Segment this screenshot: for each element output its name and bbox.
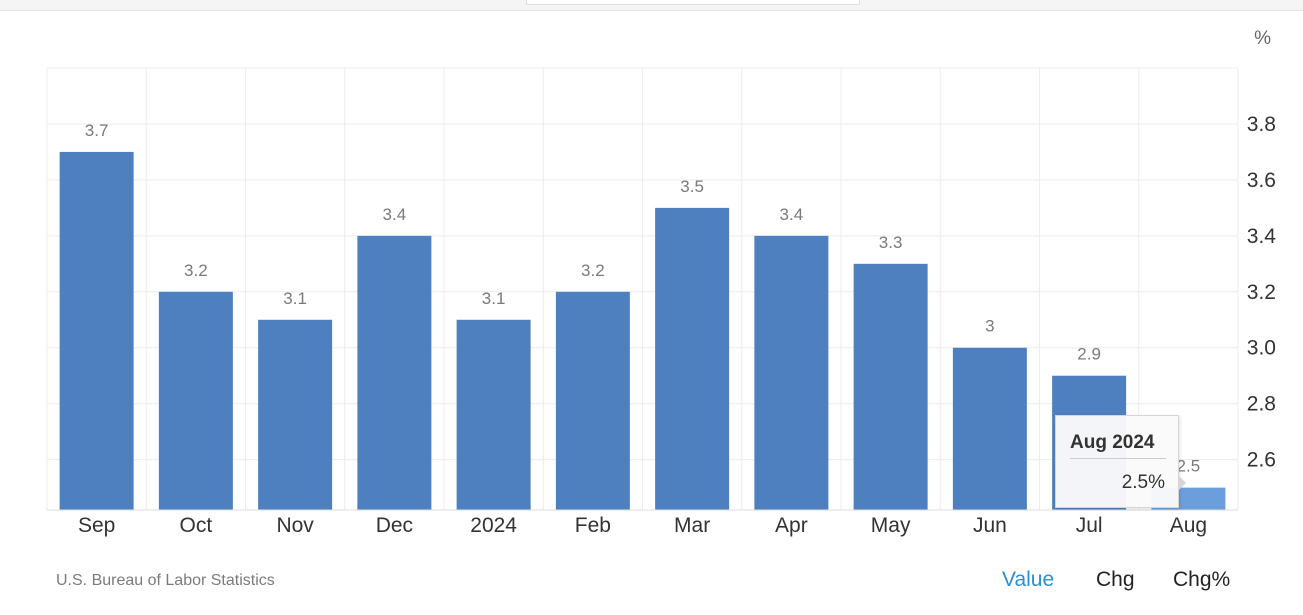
y-tick-label: 2.8 <box>1247 393 1276 416</box>
tooltip-pointer <box>1178 475 1186 491</box>
bar-value-label: 3.4 <box>780 205 804 224</box>
x-tick-label: Aug <box>1170 514 1207 537</box>
bar-value-label: 3.1 <box>482 289 506 308</box>
search-input[interactable] <box>526 0 860 5</box>
x-tick-label: Jul <box>1076 514 1103 537</box>
bar <box>555 291 630 510</box>
x-tick-label: May <box>871 514 911 537</box>
value-toggle[interactable]: Value <box>1002 568 1055 591</box>
bar-value-label: 2.9 <box>1077 345 1101 364</box>
bar <box>853 263 928 510</box>
bar-chart: 2.6 2.8 3.0 3.2 3.4 3.6 3.8% 3.7 Sep 3.2 Oct 3.1 Nov… <box>46 28 1277 537</box>
x-tick-label: Oct <box>180 514 213 537</box>
x-tick-label: Sep <box>78 514 115 537</box>
x-tick-label: Nov <box>276 514 314 537</box>
y-axis-unit: % <box>1254 28 1271 49</box>
bar-value-label: 3 <box>985 317 994 336</box>
bar-value-label: 3.2 <box>581 261 605 280</box>
bar <box>357 235 432 511</box>
bar-value-label: 3.1 <box>283 289 307 308</box>
tooltip-title: Aug 2024 <box>1070 432 1166 459</box>
x-tick-label: Dec <box>376 514 413 537</box>
bar-value-label: 3.4 <box>383 205 407 224</box>
bar <box>952 347 1027 510</box>
chart-tooltip: Aug 2024 2.5% <box>1055 415 1179 508</box>
bar <box>258 319 333 510</box>
y-tick-label: 3.4 <box>1247 225 1277 248</box>
source-label: U.S. Bureau of Labor Statistics <box>56 572 275 589</box>
y-tick-label: 2.6 <box>1247 449 1276 472</box>
chg-percent-toggle[interactable]: Chg% <box>1173 568 1231 591</box>
x-tick-label: Mar <box>674 514 710 537</box>
top-toolbar <box>0 0 1303 11</box>
x-tick-label: Jun <box>973 514 1007 537</box>
tooltip-value: 2.5% <box>1121 472 1165 493</box>
bar-value-label: 3.2 <box>184 261 208 280</box>
x-tick-label: Apr <box>775 514 808 537</box>
bar-value-label: 3.3 <box>879 233 903 252</box>
bar <box>754 235 829 511</box>
bar <box>655 207 730 510</box>
y-tick-label: 3.0 <box>1247 337 1276 360</box>
bar <box>158 291 233 510</box>
bar <box>456 319 531 510</box>
x-tick-label: Feb <box>575 514 611 537</box>
bar <box>59 151 134 510</box>
y-tick-label: 3.8 <box>1247 113 1276 136</box>
bar-value-label: 3.7 <box>85 121 109 140</box>
bar-value-label: 2.5 <box>1177 457 1201 476</box>
bar-value-label: 3.5 <box>680 177 704 196</box>
y-tick-label: 3.6 <box>1247 169 1276 192</box>
y-tick-label: 3.2 <box>1247 281 1276 304</box>
x-tick-label: 2024 <box>470 514 517 537</box>
chg-toggle[interactable]: Chg <box>1096 568 1135 591</box>
